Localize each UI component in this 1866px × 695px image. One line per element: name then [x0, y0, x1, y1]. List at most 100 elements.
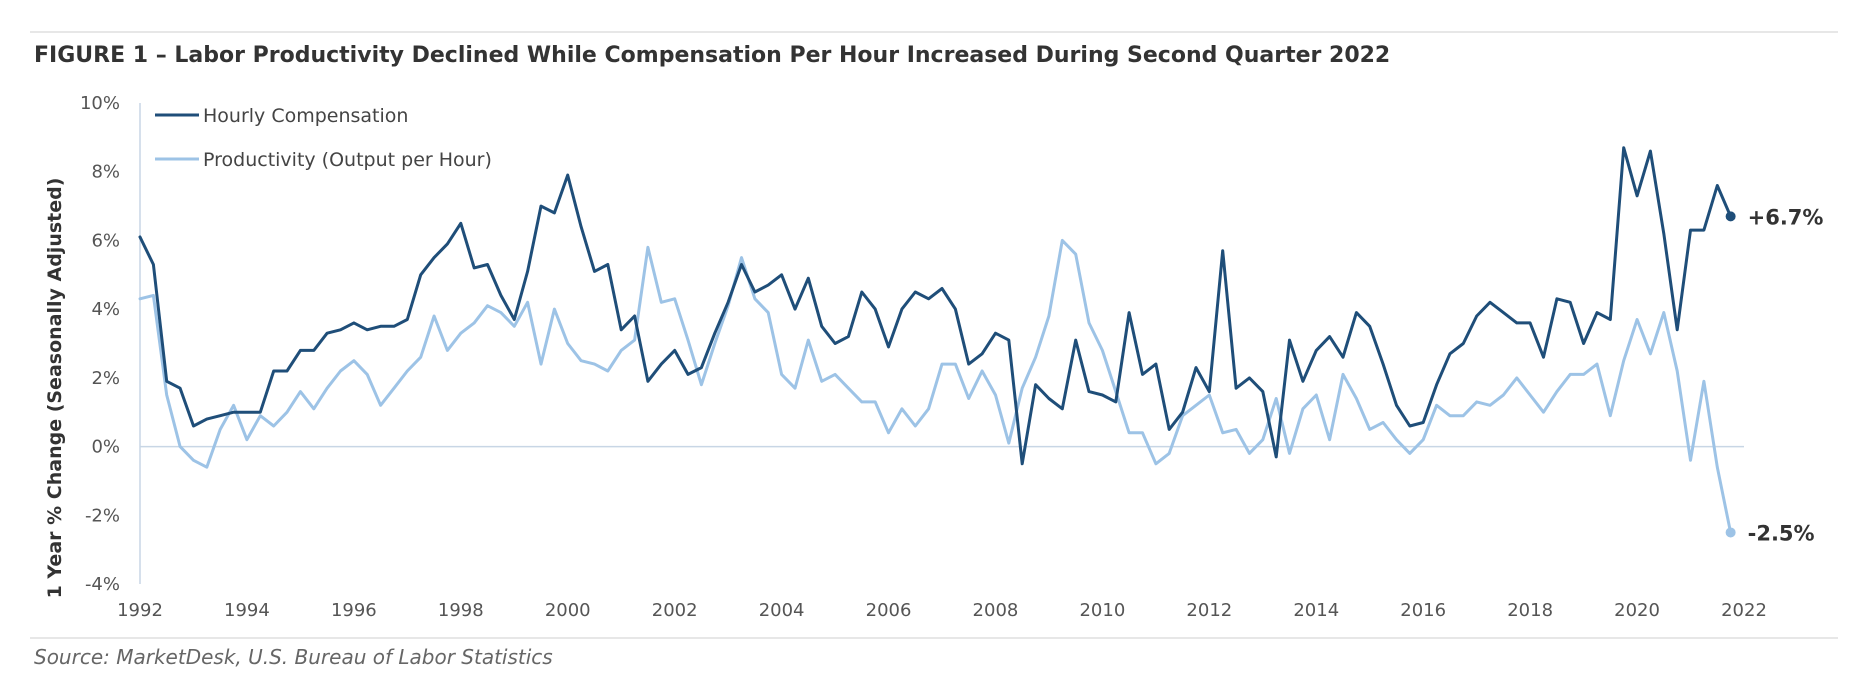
y-tick-label: 6%	[91, 230, 120, 251]
data-point	[553, 307, 556, 311]
data-point	[1168, 428, 1171, 431]
x-tick-label: 2006	[866, 600, 912, 621]
data-point	[1622, 359, 1625, 362]
data-point	[1528, 393, 1532, 397]
data-point	[325, 332, 329, 335]
data-point	[1462, 342, 1465, 345]
y-tick-label: 8%	[91, 162, 120, 183]
data-point	[459, 332, 462, 335]
data-point	[914, 290, 917, 294]
data-point	[1435, 404, 1438, 407]
data-point	[513, 325, 516, 328]
data-point	[1689, 459, 1692, 462]
data-point	[1261, 438, 1265, 441]
data-point	[526, 301, 529, 304]
data-point	[1208, 393, 1211, 397]
data-point	[1248, 452, 1251, 455]
x-tick-label: 2022	[1721, 600, 1767, 621]
data-point	[980, 369, 984, 373]
data-point	[927, 297, 930, 300]
data-point	[486, 263, 489, 266]
data-point	[1275, 397, 1278, 400]
data-point	[646, 380, 650, 383]
data-point	[1395, 404, 1398, 407]
data-point	[954, 307, 957, 311]
data-point	[740, 263, 743, 266]
data-point	[1208, 390, 1211, 393]
legend-label-compensation: Hourly Compensation	[203, 105, 408, 127]
data-point	[499, 294, 503, 297]
data-point	[887, 345, 890, 349]
data-point	[1168, 452, 1171, 455]
y-tick-label: -2%	[85, 505, 120, 526]
data-point	[178, 387, 182, 390]
data-point	[1301, 380, 1305, 383]
data-point	[820, 325, 823, 328]
data-point	[1488, 301, 1492, 304]
data-point	[1021, 462, 1024, 465]
data-point	[1034, 383, 1037, 386]
data-point	[1194, 366, 1198, 369]
data-point	[967, 397, 970, 400]
data-point	[1408, 452, 1412, 455]
data-point	[392, 387, 396, 390]
data-point	[660, 362, 663, 366]
data-point	[379, 404, 382, 407]
data-point	[713, 332, 716, 335]
data-point	[673, 349, 676, 352]
y-tick-label: 0%	[91, 437, 120, 458]
data-point	[232, 404, 235, 407]
data-point	[419, 356, 422, 359]
data-point	[165, 393, 168, 397]
data-point	[793, 307, 797, 311]
data-point	[152, 263, 155, 266]
data-point	[1676, 328, 1679, 331]
x-tick-label: 1994	[224, 600, 270, 621]
data-point	[1515, 376, 1519, 380]
data-point	[1261, 390, 1265, 393]
data-point	[1288, 338, 1291, 342]
data-point	[1716, 466, 1719, 469]
data-point	[1542, 356, 1545, 359]
data-point	[406, 369, 409, 373]
data-point	[940, 287, 944, 290]
data-point	[807, 277, 810, 280]
data-point	[1315, 393, 1318, 397]
data-point	[593, 270, 596, 273]
y-tick-label: 4%	[91, 299, 120, 320]
data-point	[620, 328, 623, 331]
data-point	[152, 294, 155, 297]
data-point	[967, 362, 970, 366]
data-point	[339, 328, 342, 331]
data-point	[1101, 349, 1104, 352]
y-axis-title: 1 Year % Change (Seasonally Adjusted)	[44, 178, 66, 599]
data-point	[753, 297, 757, 300]
end-marker-productivity	[1725, 527, 1736, 538]
data-point	[1301, 407, 1305, 410]
data-point	[593, 362, 596, 366]
data-point	[1635, 318, 1639, 321]
data-point	[245, 438, 249, 441]
data-point	[1007, 441, 1010, 445]
legend-label-productivity: Productivity (Output per Hour)	[203, 149, 492, 171]
data-point	[312, 407, 315, 410]
data-point	[1234, 387, 1238, 390]
x-tick-label: 1998	[438, 600, 484, 621]
data-point	[299, 349, 302, 352]
data-point	[1475, 314, 1478, 318]
data-point	[192, 424, 195, 428]
data-point	[406, 318, 409, 321]
y-tick-label: 2%	[91, 368, 120, 389]
data-point	[272, 424, 275, 428]
data-point	[526, 270, 529, 273]
data-point	[1275, 455, 1278, 459]
data-point	[1141, 373, 1144, 376]
data-point	[432, 314, 436, 318]
chart-title: FIGURE 1 – Labor Productivity Declined W…	[34, 43, 1390, 68]
data-point	[633, 338, 636, 342]
data-point	[914, 424, 917, 428]
data-point	[1582, 373, 1585, 376]
data-point	[1542, 411, 1545, 414]
data-point	[740, 256, 743, 259]
